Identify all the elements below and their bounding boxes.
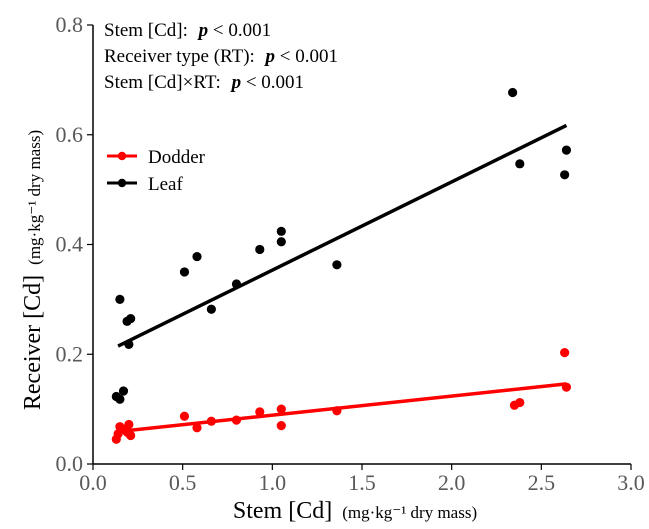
point-dodder (560, 348, 570, 358)
point-leaf (118, 386, 129, 396)
stat-p: p (197, 20, 209, 41)
legend-swatch-point (117, 151, 127, 161)
point-leaf (255, 244, 265, 255)
axes: 0.0 0.5 1.0 1.5 2.0 2.5 3.0 0.0 0.2 0.4 0.6 0.8 (56, 12, 645, 495)
stat-p: p (230, 72, 242, 93)
point-leaf (192, 251, 202, 262)
legend-label: Leaf (148, 174, 183, 195)
stat-value: < 0.001 (213, 20, 271, 41)
fit-lines (117, 123, 568, 434)
x-tick-label: 1.0 (259, 470, 287, 495)
legend-label: Dodder (148, 147, 206, 168)
point-dodder (192, 423, 202, 433)
stat-p: p (264, 46, 276, 67)
point-dodder (515, 397, 525, 408)
point-leaf (508, 87, 518, 98)
stat-value: < 0.001 (246, 72, 304, 93)
y-axis-unit: (mg·kg⁻¹ dry mass) (25, 130, 44, 265)
x-tick-label: 0.0 (79, 470, 107, 495)
fit-line-leaf (117, 123, 568, 348)
stats-annotation: Stem [Cd]: p < 0.001 Receiver type (RT):… (104, 20, 338, 93)
point-leaf (231, 279, 242, 289)
stat-line-2: Receiver type (RT): p < 0.001 (104, 46, 338, 67)
y-tick-label: 0.6 (56, 122, 84, 147)
point-leaf (276, 226, 286, 236)
x-axis-title: Stem [Cd] (mg·kg⁻¹ dry mass) (233, 498, 477, 524)
point-leaf (126, 313, 136, 324)
y-tick-label: 0.4 (56, 232, 84, 257)
stat-value: < 0.001 (280, 46, 338, 67)
legend-item-dodder: Dodder (107, 147, 206, 168)
point-leaf (115, 294, 125, 304)
point-dodder (124, 419, 134, 430)
x-axis-label: Stem [Cd] (233, 498, 332, 524)
x-tick-label: 2.0 (438, 470, 466, 495)
y-axis-label: Receiver [Cd] (20, 275, 46, 410)
point-dodder (179, 411, 190, 421)
point-dodder (206, 416, 216, 426)
legend: Dodder Leaf (107, 147, 206, 195)
point-dodder (126, 430, 136, 441)
y-tick-label: 0.0 (56, 451, 84, 476)
x-tick-label: 2.5 (528, 470, 556, 495)
point-leaf (515, 159, 525, 169)
y-tick-label: 0.2 (56, 341, 84, 366)
stat-label: Stem [Cd]: (104, 20, 188, 41)
legend-swatch-point (117, 178, 127, 188)
point-leaf (560, 170, 570, 180)
point-leaf (179, 267, 190, 277)
stat-label: Stem [Cd]×RT: (104, 72, 221, 93)
x-ticks: 0.0 0.5 1.0 1.5 2.0 2.5 3.0 (79, 464, 645, 495)
x-tick-label: 0.5 (169, 470, 197, 495)
stat-line-1: Stem [Cd]: p < 0.001 (104, 20, 271, 41)
legend-item-leaf: Leaf (107, 174, 183, 195)
x-axis-unit: (mg·kg⁻¹ dry mass) (342, 503, 477, 522)
point-leaf (332, 260, 342, 270)
point-leaf (124, 339, 134, 349)
point-dodder (561, 382, 572, 392)
point-dodder (332, 406, 342, 416)
x-tick-label: 3.0 (617, 470, 645, 495)
point-dodder (276, 404, 286, 414)
point-leaf (206, 304, 216, 314)
point-dodder (255, 407, 265, 417)
y-axis-title: Receiver [Cd] (mg·kg⁻¹ dry mass) (20, 130, 46, 410)
point-dodder (231, 415, 242, 425)
data-points (111, 87, 572, 444)
point-leaf (561, 145, 572, 155)
point-dodder (276, 420, 286, 431)
point-leaf (276, 237, 286, 247)
point-leaf (115, 394, 125, 404)
fit-line-dodder (117, 382, 567, 434)
y-tick-label: 0.8 (56, 12, 84, 37)
stat-line-3: Stem [Cd]×RT: p < 0.001 (104, 72, 304, 93)
x-tick-label: 1.5 (348, 470, 376, 495)
y-ticks: 0.0 0.2 0.4 0.6 0.8 (56, 12, 93, 476)
stat-label: Receiver type (RT): (104, 46, 255, 67)
